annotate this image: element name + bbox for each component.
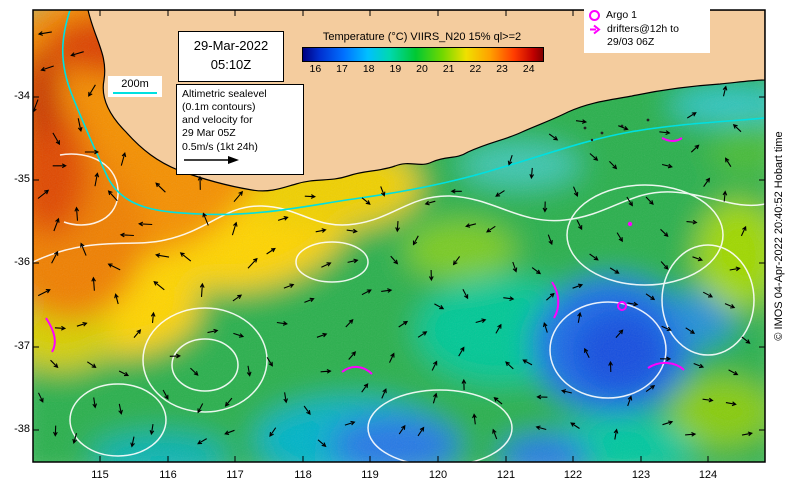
- colorbar-tick: 16: [309, 63, 322, 75]
- bathymetry-200m-contour: [61, 10, 765, 216]
- colorbar-tick-labels: 16 17 18 19 20 21 22 23 24: [302, 63, 542, 75]
- lon-tick-label: 119: [361, 469, 379, 481]
- colorbar-tick: 23: [496, 63, 508, 75]
- lon-tick-label: 123: [631, 469, 651, 481]
- sealevel-contours: [33, 153, 765, 462]
- altimetry-info-box: Altimetric sealevel (0.1m contours) and …: [176, 84, 304, 175]
- bathymetry-key: 200m: [108, 76, 162, 97]
- lon-tick-label: 124: [698, 469, 718, 481]
- argo-circle-icon: [589, 10, 600, 22]
- lat-tick-label: -37: [14, 340, 30, 352]
- lon-tick-label: 118: [294, 469, 312, 481]
- colorbar-tick: 20: [416, 63, 428, 75]
- lon-tick-label: 117: [226, 469, 244, 481]
- lat-tick-label: -34: [14, 90, 30, 102]
- info-line: 0.5m/s (1kt 24h): [182, 140, 258, 153]
- drifter-legend-label: drifters@12h to: [607, 22, 679, 35]
- temperature-colorbar: [302, 47, 544, 62]
- lon-tick-label: 122: [563, 469, 583, 481]
- lat-tick-label: -36: [14, 256, 30, 268]
- lon-tick-label: 121: [496, 469, 516, 481]
- colorbar-tick: 24: [522, 63, 535, 75]
- copyright-text: © IMOS 04-Apr-2022 20:40:52 Hobart time: [773, 131, 785, 341]
- offshore-islands: [583, 118, 650, 142]
- colorbar-tick: 17: [336, 63, 348, 75]
- drifter-tracks: [45, 137, 685, 375]
- colorbar-title: Temperature (°C) VIIRS_N20 15% ql>=2: [322, 31, 522, 43]
- velocity-scale-arrow-icon: [184, 155, 239, 164]
- map-frame: [32, 9, 766, 463]
- lat-tick-label: -35: [14, 173, 30, 185]
- info-line: (0.1m contours): [182, 101, 256, 114]
- bathymetry-contour-sample: [113, 92, 157, 94]
- current-velocity-arrows: [33, 31, 753, 448]
- axis-tick-marks: [33, 10, 765, 462]
- datetime-box: 29-Mar-2022 05:10Z: [178, 31, 284, 82]
- drifter-legend-date: 29/03 06Z: [607, 36, 655, 49]
- map-date: 29-Mar-2022: [193, 38, 269, 53]
- colorbar-tick: 21: [442, 63, 455, 75]
- lon-tick-label: 120: [428, 469, 448, 481]
- drifter-arrow-icon: [590, 24, 601, 35]
- lat-tick-label: -38: [14, 423, 30, 435]
- info-line: 29 Mar 05Z: [182, 127, 236, 140]
- argo-legend-label: Argo 1: [606, 9, 637, 21]
- info-line: and velocity for: [182, 114, 253, 127]
- colorbar-tick: 19: [389, 63, 402, 75]
- info-line: Altimetric sealevel: [182, 88, 267, 100]
- argo-float-marker: [617, 301, 627, 311]
- lon-tick-label: 116: [159, 469, 177, 481]
- argo-drifter-legend: Argo 1 drifters@12h to 29/03 06Z: [584, 6, 710, 53]
- colorbar-tick: 18: [362, 63, 375, 75]
- lon-tick-label: 115: [91, 469, 109, 481]
- colorbar-tick: 22: [469, 63, 482, 75]
- map-time: 05:10Z: [210, 56, 252, 72]
- bathymetry-depth-label: 200m: [121, 78, 149, 90]
